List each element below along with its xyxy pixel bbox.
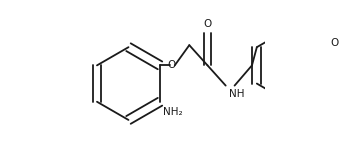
Text: O: O bbox=[167, 60, 175, 70]
Text: NH: NH bbox=[229, 89, 244, 99]
Text: O: O bbox=[203, 19, 212, 29]
Text: O: O bbox=[330, 38, 339, 48]
Text: NH₂: NH₂ bbox=[163, 107, 183, 117]
